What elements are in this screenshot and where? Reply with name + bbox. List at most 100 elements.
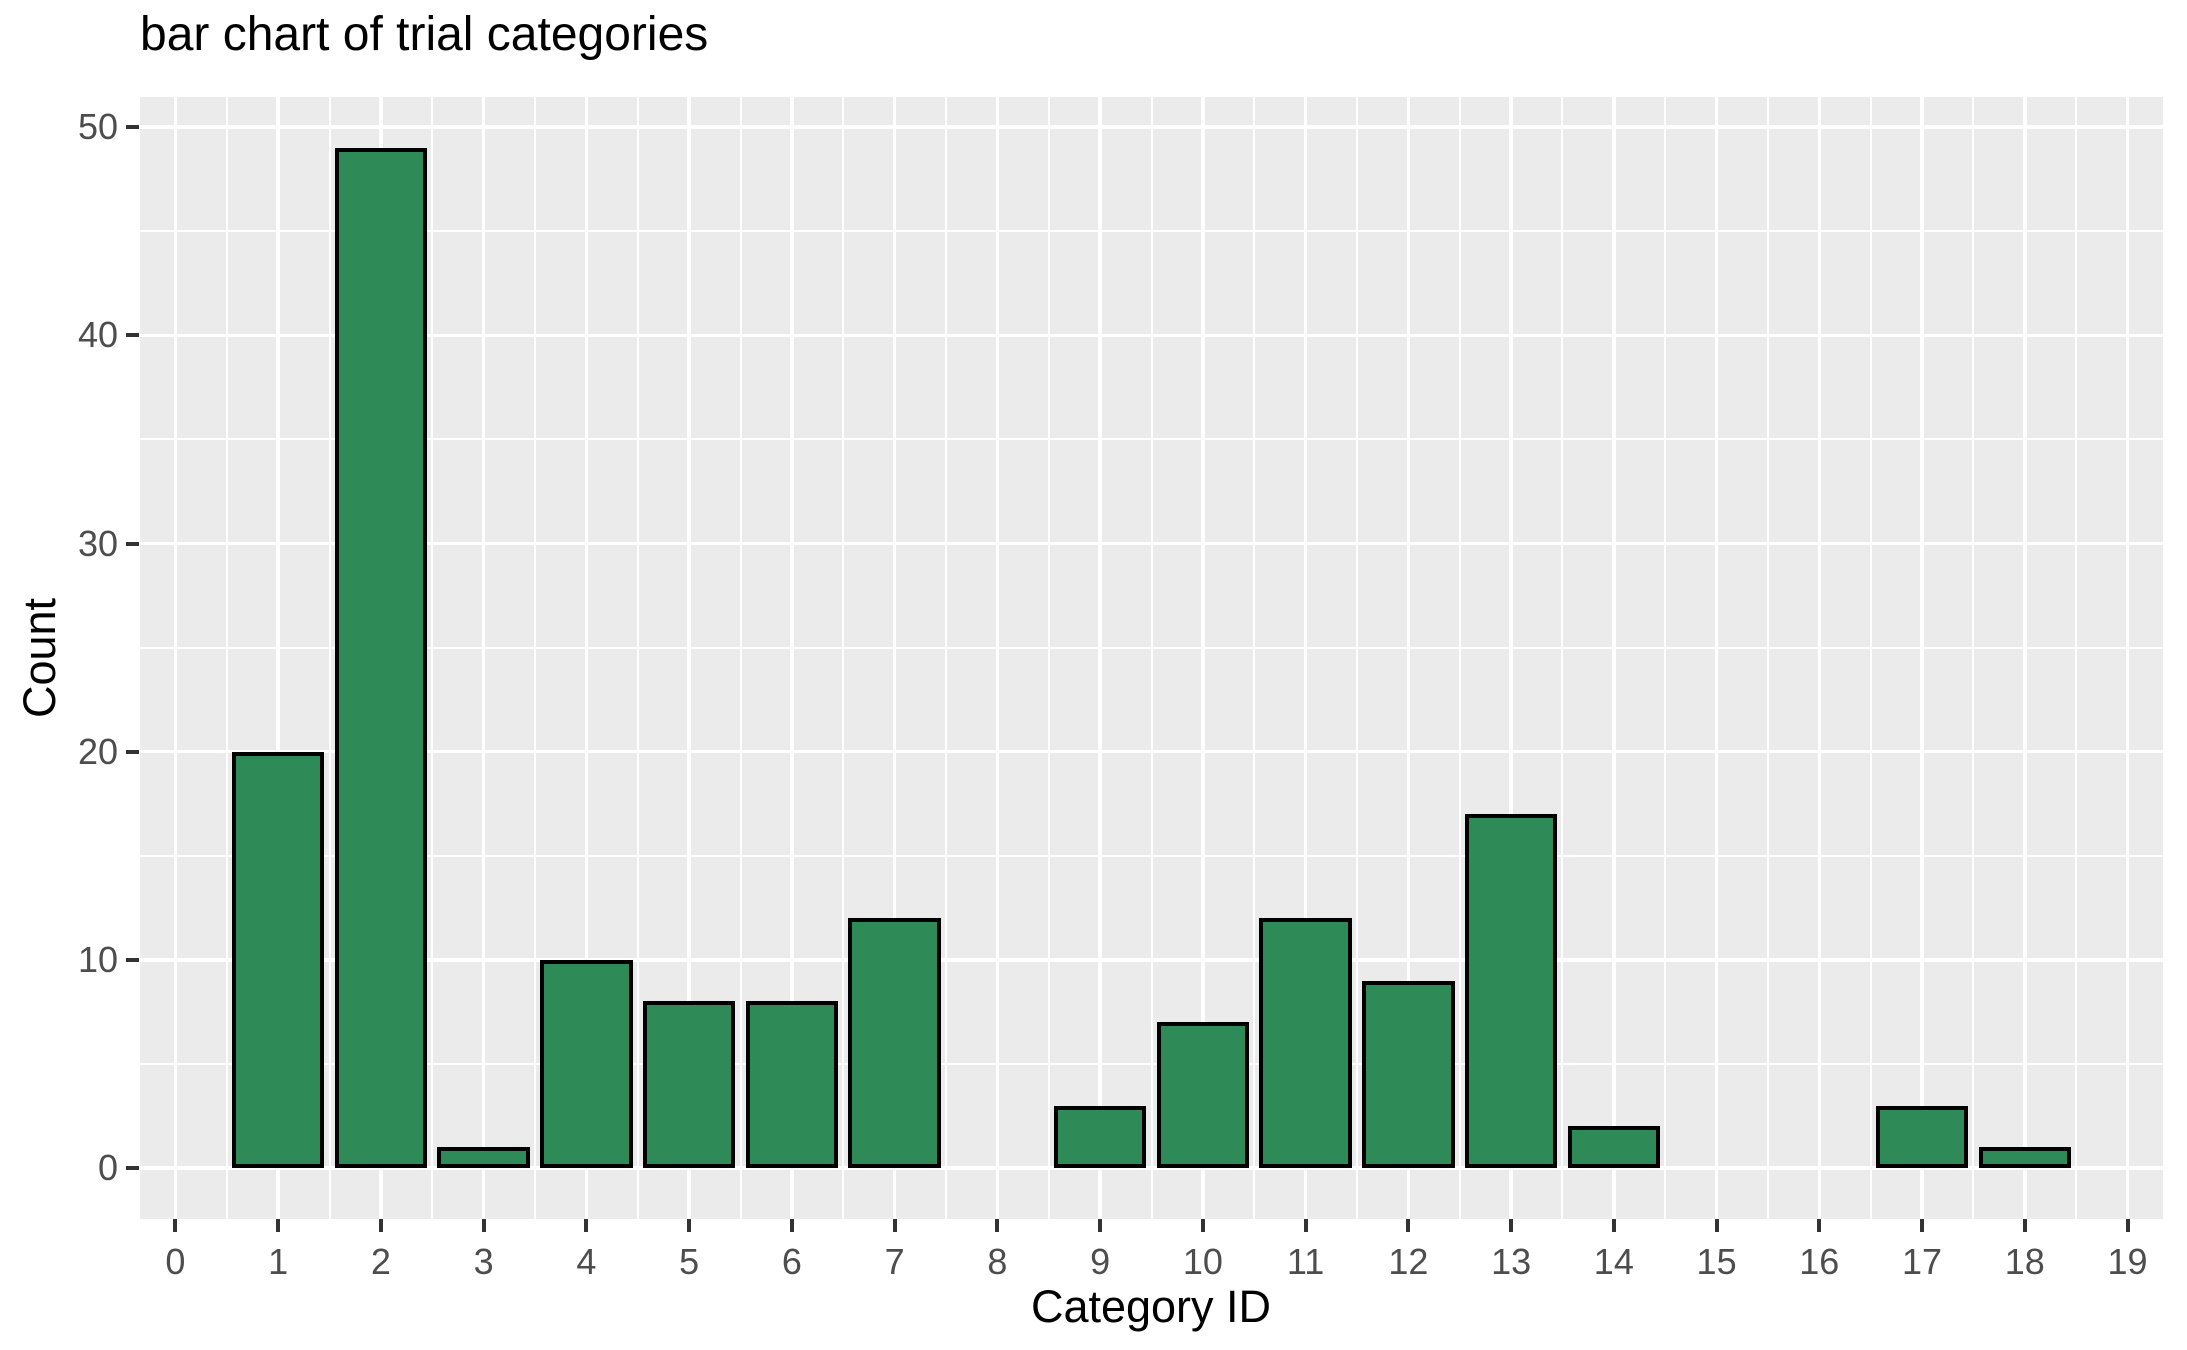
x-tick-label: 12	[1388, 1241, 1429, 1282]
major-gridline-vertical	[1612, 97, 1616, 1219]
x-axis: 0 1 2 3 4 5 6 7 8 9 10 11 12 13 14 15 16 17 18 19	[140, 1219, 2163, 1350]
x-tick-label: 17	[1902, 1241, 1943, 1282]
x-tick-label: 11	[1286, 1241, 1325, 1282]
x-tick-mark	[1303, 1219, 1308, 1232]
x-tick-label: 6	[781, 1241, 802, 1282]
x-tick-label: 18	[2004, 1241, 2045, 1282]
y-tick-label: 20	[77, 730, 118, 772]
x-tick-mark	[1200, 1219, 1205, 1232]
y-tick-mark	[126, 1166, 139, 1170]
major-gridline-vertical	[276, 97, 280, 1219]
minor-gridline-vertical	[1869, 97, 1872, 1219]
x-tick-mark	[1920, 1219, 1925, 1232]
minor-gridline-vertical	[1047, 97, 1050, 1219]
y-tick-mark	[126, 125, 139, 130]
plot-panel	[140, 97, 2163, 1219]
minor-gridline-vertical	[945, 97, 947, 1219]
minor-gridline-vertical	[2075, 97, 2078, 1219]
x-tick-mark	[481, 1219, 486, 1232]
x-tick-label: 8	[987, 1241, 1008, 1282]
x-tick-mark	[1098, 1219, 1103, 1232]
y-tick-mark	[126, 333, 139, 338]
minor-gridline-vertical	[1355, 97, 1358, 1219]
y-axis-title: Count	[14, 597, 65, 719]
minor-gridline-vertical	[1972, 97, 1975, 1219]
x-tick-label: 19	[2107, 1241, 2148, 1282]
bar-category-10	[1156, 1022, 1250, 1168]
major-gridline-vertical	[1406, 97, 1411, 1219]
major-gridline-horizontal	[140, 541, 2163, 546]
x-tick-label: 5	[679, 1241, 700, 1282]
minor-gridline-vertical	[739, 97, 742, 1219]
x-tick-label: 9	[1090, 1241, 1111, 1282]
major-gridline-vertical	[1714, 97, 1719, 1219]
x-tick-mark	[2125, 1219, 2130, 1232]
minor-gridline-vertical	[636, 97, 639, 1219]
x-axis-title: Category ID	[1030, 1281, 1272, 1332]
y-tick-mark	[126, 749, 139, 754]
y-tick-label: 40	[77, 314, 118, 356]
minor-gridline-vertical	[1150, 97, 1153, 1219]
bar-category-4	[540, 959, 633, 1168]
bar-category-1	[231, 751, 325, 1168]
x-tick-label: 16	[1799, 1241, 1840, 1282]
bar-category-12	[1362, 980, 1455, 1168]
bar-category-5	[642, 1001, 736, 1168]
major-gridline-vertical	[481, 97, 486, 1219]
major-gridline-horizontal	[140, 1166, 2163, 1170]
major-gridline-horizontal	[140, 749, 2163, 754]
bar-category-13	[1464, 814, 1558, 1168]
x-tick-mark	[687, 1219, 692, 1232]
bar-category-9	[1053, 1105, 1147, 1168]
major-gridline-horizontal	[140, 333, 2163, 338]
x-tick-label: 14	[1593, 1241, 1634, 1282]
minor-gridline-vertical	[1664, 97, 1667, 1219]
bar-category-14	[1567, 1126, 1661, 1168]
bar-category-3	[437, 1147, 530, 1168]
x-tick-label: 13	[1491, 1241, 1532, 1282]
y-tick-label: 0	[97, 1147, 118, 1188]
major-gridline-vertical	[995, 97, 1000, 1219]
major-gridline-vertical	[1817, 97, 1822, 1219]
x-tick-mark	[789, 1219, 794, 1232]
minor-gridline-vertical	[431, 97, 434, 1219]
minor-gridline-vertical	[1561, 97, 1564, 1219]
major-gridline-vertical	[687, 97, 691, 1219]
bar-category-17	[1875, 1105, 1969, 1168]
x-tick-mark	[1611, 1219, 1616, 1232]
x-tick-label: 10	[1182, 1241, 1223, 1282]
major-gridline-vertical	[1201, 97, 1205, 1219]
x-tick-label: 7	[884, 1241, 905, 1282]
major-gridline-vertical	[790, 97, 794, 1219]
x-tick-label: 15	[1696, 1241, 1737, 1282]
y-tick-mark	[126, 957, 139, 962]
major-gridline-vertical	[1920, 97, 1924, 1219]
y-axis: 0 10 20 30 40 50	[0, 97, 140, 1219]
major-gridline-vertical	[1509, 97, 1513, 1219]
x-tick-mark	[1509, 1219, 1514, 1232]
minor-gridline-vertical	[1766, 97, 1769, 1219]
major-gridline-vertical	[892, 97, 897, 1219]
x-tick-mark	[173, 1219, 178, 1232]
y-tick-label: 50	[77, 106, 118, 148]
major-gridline-vertical	[1303, 97, 1308, 1219]
x-tick-mark	[276, 1219, 281, 1232]
major-gridline-vertical	[2023, 97, 2027, 1219]
bar-category-7	[848, 918, 941, 1168]
bar-category-6	[745, 1001, 839, 1168]
bar-category-2	[334, 148, 428, 1168]
major-gridline-vertical	[173, 97, 178, 1219]
chart-title: bar chart of trial categories	[140, 8, 709, 61]
minor-gridline-vertical	[534, 97, 537, 1219]
minor-gridline-vertical	[225, 97, 228, 1219]
minor-gridline-vertical	[842, 97, 845, 1219]
major-gridline-vertical	[2125, 97, 2130, 1219]
x-tick-label: 3	[473, 1241, 494, 1282]
x-tick-mark	[1714, 1219, 1719, 1232]
x-tick-mark	[2022, 1219, 2027, 1232]
x-tick-label: 2	[370, 1241, 391, 1282]
minor-gridline-vertical	[328, 97, 331, 1219]
x-tick-label: 1	[268, 1241, 289, 1282]
x-tick-label: 0	[165, 1241, 186, 1282]
